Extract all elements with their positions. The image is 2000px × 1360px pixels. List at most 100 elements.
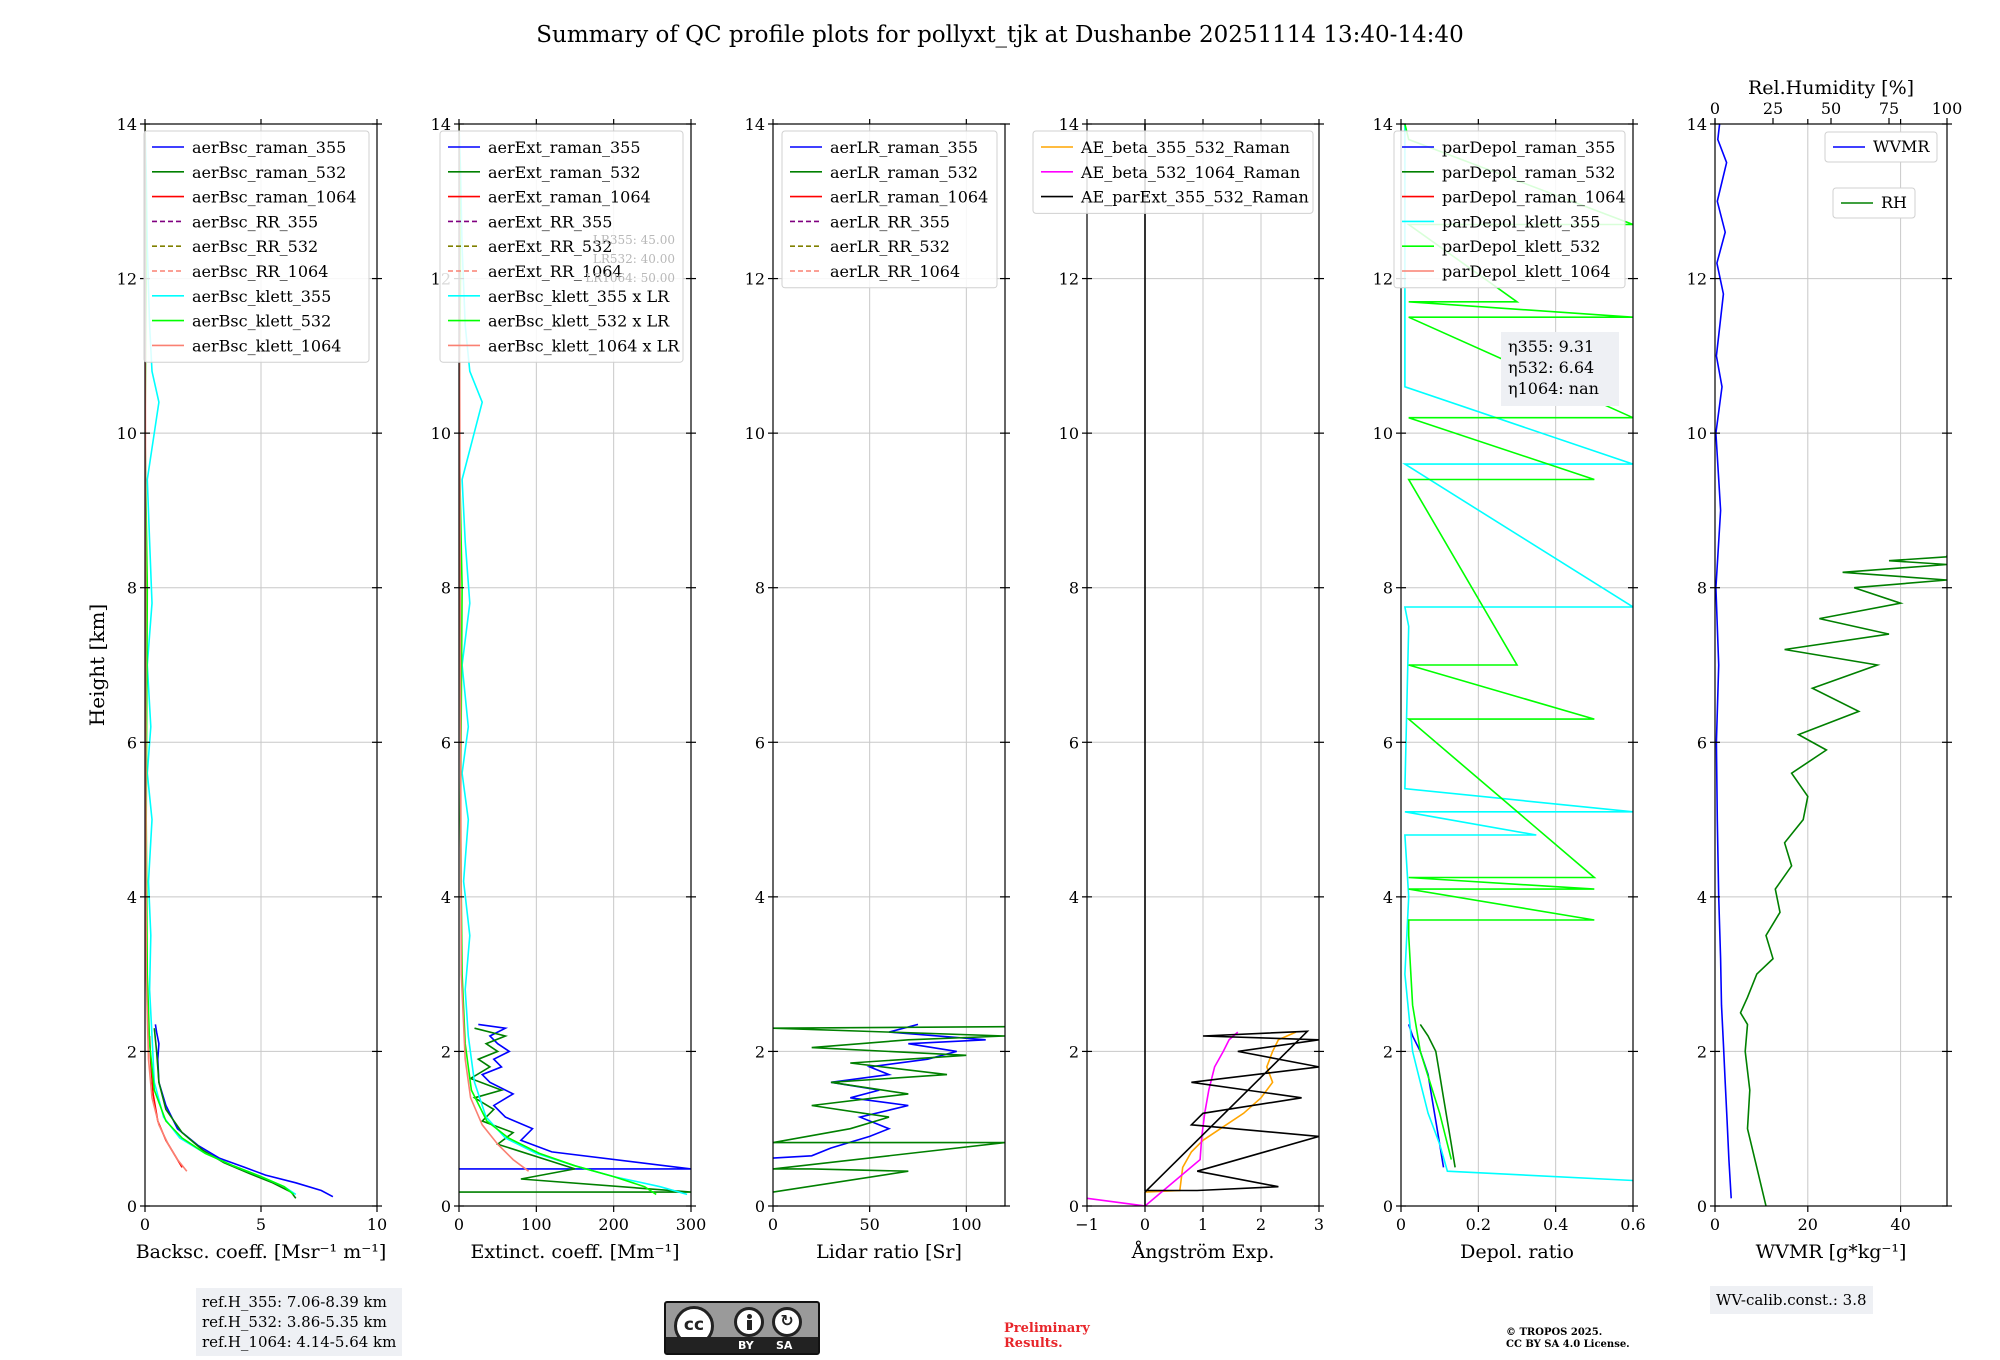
legend-entry: aerBsc_raman_532 bbox=[192, 163, 346, 182]
ytick-label: 8 bbox=[1069, 579, 1079, 598]
ytick-label: 8 bbox=[1697, 579, 1707, 598]
eta-value: η1064: nan bbox=[1508, 379, 1599, 398]
series-line-aerBsc-klett-355-x-LR bbox=[459, 124, 688, 1196]
legend-entry: parDepol_raman_1064 bbox=[1442, 188, 1626, 207]
axes-frame bbox=[772, 123, 1006, 1207]
ref-height-532: ref.H_532: 3.86-5.35 km bbox=[202, 1313, 387, 1331]
xtick-label: 100 bbox=[521, 1215, 552, 1234]
by-label: BY bbox=[738, 1339, 754, 1352]
series-line-aerBsc-raman-1064 bbox=[148, 1035, 183, 1168]
legend-entry: aerExt_RR_1064 bbox=[488, 262, 623, 281]
xtick-label: 1 bbox=[1198, 1215, 1208, 1234]
ytick-label: 0 bbox=[755, 1197, 765, 1216]
legend-entry: aerBsc_klett_1064 x LR bbox=[488, 336, 680, 355]
ytick-label: 2 bbox=[441, 1042, 451, 1061]
y-axis-label: Height [km] bbox=[85, 604, 109, 726]
xtick-label: 2 bbox=[1256, 1215, 1266, 1234]
ytick-label: 4 bbox=[1697, 888, 1707, 907]
series-line-parDepol-raman-532 bbox=[1419, 1023, 1456, 1168]
series-line-parDepol-raman-355 bbox=[1407, 1024, 1445, 1168]
legend-box bbox=[781, 130, 998, 289]
ytick-label: 4 bbox=[1069, 888, 1079, 907]
legend-entry: aerExt_RR_355 bbox=[488, 212, 612, 231]
series-line-parDepol-klett-532 bbox=[1404, 124, 1633, 1160]
series-line-aerBsc-raman-532 bbox=[153, 1028, 297, 1199]
ytick-label: 2 bbox=[755, 1042, 765, 1061]
ytick-label: 8 bbox=[1383, 579, 1393, 598]
xtick-label: −1 bbox=[1075, 1215, 1099, 1234]
legend-entry: AE_parExt_355_532_Raman bbox=[1080, 188, 1309, 207]
chart-panel-depol: 0 2 4 6 8 10 12 14 0 0.2 0.4 0.6 Depol. ratio parDepo… bbox=[1373, 115, 1646, 1263]
ytick-label: 10 bbox=[745, 424, 765, 443]
ytick-label: 10 bbox=[1059, 424, 1079, 443]
legend-entry: aerBsc_klett_532 x LR bbox=[488, 312, 670, 331]
legend-entry: aerBsc_raman_355 bbox=[192, 138, 346, 157]
xtick-label: 0 bbox=[1396, 1215, 1406, 1234]
xtick-label: 3 bbox=[1314, 1215, 1324, 1234]
sa-label: SA bbox=[776, 1339, 793, 1352]
copyright-note: © TROPOS 2025. CC BY SA 4.0 License. bbox=[1506, 1327, 1630, 1350]
share-alike-icon: ↻ bbox=[772, 1307, 802, 1337]
legend-entry: aerExt_raman_1064 bbox=[488, 188, 651, 207]
legend-entry: aerLR_RR_1064 bbox=[830, 262, 960, 281]
chart-panel-extinction: 024681012140100200300Extinct. coeff. [Mm… bbox=[431, 115, 707, 1263]
ytick-label: 10 bbox=[1687, 424, 1707, 443]
x2tick-label: 0 bbox=[1710, 99, 1720, 118]
wv-calib-text: WV-calib.const.: 3.8 bbox=[1716, 1291, 1867, 1309]
xtick-label: 10 bbox=[367, 1215, 387, 1234]
series-line-parDepol-klett-355 bbox=[1402, 124, 1633, 1182]
ytick-label: 14 bbox=[1059, 115, 1079, 134]
legend-entry: aerBsc_RR_1064 bbox=[192, 262, 328, 281]
ytick-label: 10 bbox=[431, 424, 451, 443]
ytick-label: 10 bbox=[117, 424, 137, 443]
xtick-label: 0.2 bbox=[1466, 1215, 1491, 1234]
ref-height-1064: ref.H_1064: 4.14-5.64 km bbox=[202, 1333, 397, 1351]
x2tick-label: 50 bbox=[1821, 99, 1841, 118]
series-line-aerLR-raman-355 bbox=[773, 1023, 986, 1159]
ytick-label: 8 bbox=[755, 579, 765, 598]
ytick-label: 14 bbox=[1687, 115, 1707, 134]
eta-box bbox=[1501, 332, 1619, 406]
legend-entry: aerBsc_raman_1064 bbox=[192, 188, 357, 207]
ytick-label: 6 bbox=[1383, 733, 1393, 752]
legend-entry: AE_beta_355_532_Raman bbox=[1080, 138, 1290, 157]
ytick-label: 14 bbox=[745, 115, 765, 134]
x2tick-label: 75 bbox=[1879, 99, 1899, 118]
ytick-label: 8 bbox=[127, 579, 137, 598]
cc-badge-bar bbox=[666, 1337, 818, 1353]
series-line-aerBsc-klett-1064 bbox=[145, 124, 188, 1172]
legend-entry: aerLR_raman_355 bbox=[830, 138, 978, 157]
ytick-label: 2 bbox=[1383, 1042, 1393, 1061]
legend-entry: aerBsc_klett_1064 bbox=[192, 336, 341, 355]
legend-entry: WVMR bbox=[1873, 137, 1930, 156]
legend-box bbox=[1832, 187, 1916, 219]
ytick-label: 12 bbox=[1373, 270, 1393, 289]
ytick-label: 6 bbox=[755, 733, 765, 752]
x2tick-label: 100 bbox=[1932, 99, 1963, 118]
lidar-ratio-note: LR1064: 50.00 bbox=[585, 271, 675, 285]
ytick-label: 6 bbox=[1697, 733, 1707, 752]
ytick-label: 2 bbox=[1697, 1042, 1707, 1061]
series-line-AE-beta-355-532-Raman bbox=[1144, 1031, 1297, 1193]
legend-entry: aerLR_RR_355 bbox=[830, 212, 950, 231]
xtick-label: 50 bbox=[859, 1215, 879, 1234]
legend-entry: parDepol_klett_355 bbox=[1442, 212, 1600, 231]
ytick-label: 14 bbox=[117, 115, 137, 134]
series-line-AE-parExt-355-532-Raman bbox=[1144, 124, 1319, 1206]
ytick-label: 10 bbox=[1373, 424, 1393, 443]
legend-box bbox=[1393, 130, 1626, 289]
x-axis-label: Lidar ratio [Sr] bbox=[816, 1241, 962, 1263]
legend-entry: parDepol_klett_1064 bbox=[1442, 262, 1611, 281]
xtick-label: 0 bbox=[140, 1215, 150, 1234]
ytick-label: 6 bbox=[127, 733, 137, 752]
series-line-AE-beta-532-1064-Raman bbox=[1087, 1031, 1239, 1206]
legend-box bbox=[143, 130, 370, 363]
lidar-ratio-note: LR532: 40.00 bbox=[593, 252, 675, 266]
series-line-RH bbox=[1739, 555, 1947, 1206]
xtick-label: 100 bbox=[951, 1215, 982, 1234]
chart-panel-backscatter: 0 2 4 6 8 10 12 14 0 5 10 Backsc. coeff. [Msr⁻¹ m⁻¹… bbox=[85, 115, 387, 1263]
ytick-label: 14 bbox=[431, 115, 451, 134]
ytick-label: 4 bbox=[127, 888, 137, 907]
